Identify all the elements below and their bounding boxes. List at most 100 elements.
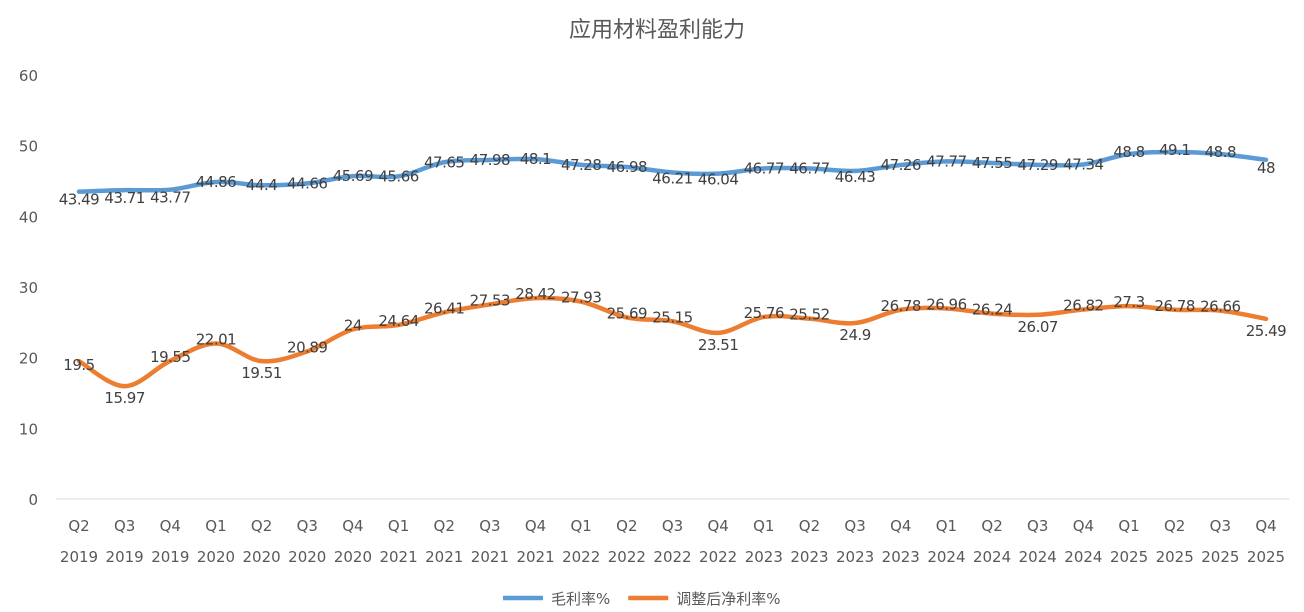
x-tick-quarter: Q2 <box>1164 517 1185 535</box>
data-labels: 43.49 43.71 43.77 44.86 44.4 44.66 45.69 45.66 4… <box>59 141 1287 407</box>
data-label: 15.97 <box>104 389 144 407</box>
x-tick-year: 2022 <box>608 548 646 566</box>
data-label: 25.69 <box>607 304 647 322</box>
data-label: 26.66 <box>1200 298 1240 316</box>
data-label: 47.29 <box>1018 156 1058 174</box>
legend-label: 毛利率% <box>551 590 610 608</box>
data-label: 19.55 <box>150 348 190 366</box>
data-label: 19.51 <box>241 364 281 382</box>
data-label: 27.93 <box>561 289 601 307</box>
x-tick-quarter: Q1 <box>936 517 957 535</box>
x-tick-quarter: Q4 <box>1073 517 1094 535</box>
data-label: 47.28 <box>561 156 601 174</box>
y-tick-label: 0 <box>28 491 38 509</box>
x-tick-year: 2020 <box>288 548 326 566</box>
x-tick-quarter: Q3 <box>114 517 135 535</box>
data-label: 24 <box>344 316 362 334</box>
x-tick-year: 2023 <box>836 548 874 566</box>
data-label: 46.98 <box>607 158 647 176</box>
x-tick-year: 2023 <box>882 548 920 566</box>
data-label: 27.53 <box>470 291 510 309</box>
x-tick-year: 2024 <box>1019 548 1057 566</box>
x-tick-quarter: Q3 <box>1027 517 1048 535</box>
data-label: 48.8 <box>1113 143 1144 161</box>
data-label: 25.52 <box>789 306 829 324</box>
x-tick-year: 2020 <box>334 548 372 566</box>
y-axis: 0 10 20 30 40 50 60 <box>19 67 38 509</box>
x-tick-quarter: Q2 <box>434 517 455 535</box>
series-line-0 <box>76 149 1269 194</box>
data-label: 47.77 <box>926 152 966 170</box>
x-tick-quarter: Q1 <box>571 517 592 535</box>
data-label: 26.07 <box>1018 318 1058 336</box>
x-tick-year: 2023 <box>745 548 783 566</box>
x-tick-quarter: Q4 <box>1255 517 1276 535</box>
y-tick-label: 60 <box>19 67 38 85</box>
data-label: 20.89 <box>287 338 327 356</box>
x-tick-year: 2023 <box>790 548 828 566</box>
x-tick-quarter: Q3 <box>662 517 683 535</box>
x-tick-year: 2021 <box>471 548 509 566</box>
data-label: 23.51 <box>698 336 738 354</box>
data-label: 24.9 <box>839 326 870 344</box>
x-tick-year: 2025 <box>1110 548 1148 566</box>
x-tick-year: 2024 <box>1064 548 1102 566</box>
data-label: 27.3 <box>1113 293 1144 311</box>
data-label: 48 <box>1257 159 1275 177</box>
data-label: 22.01 <box>196 330 236 348</box>
data-label: 26.41 <box>424 299 464 317</box>
x-tick-year: 2025 <box>1201 548 1239 566</box>
x-tick-quarter: Q3 <box>479 517 500 535</box>
x-tick-year: 2022 <box>653 548 691 566</box>
data-label: 26.78 <box>881 297 921 315</box>
data-label: 24.64 <box>378 312 418 330</box>
x-tick-year: 2019 <box>106 548 144 566</box>
x-tick-quarter: Q1 <box>1118 517 1139 535</box>
x-tick-quarter: Q2 <box>981 517 1002 535</box>
x-axis: Q2 2019 Q3 2019 Q4 2019 Q1 2020 Q2 2020 Q3 2020 Q4 20… <box>56 498 1289 566</box>
x-tick-year: 2022 <box>699 548 737 566</box>
x-tick-year: 2021 <box>425 548 463 566</box>
data-label: 48.1 <box>520 150 551 168</box>
y-tick-label: 30 <box>19 279 38 297</box>
x-tick-quarter: Q4 <box>342 517 363 535</box>
x-tick-quarter: Q2 <box>799 517 820 535</box>
x-tick-year: 2019 <box>151 548 189 566</box>
x-tick-year: 2024 <box>973 548 1011 566</box>
data-label: 48.8 <box>1205 143 1236 161</box>
data-label: 43.71 <box>104 189 144 207</box>
data-label: 46.77 <box>789 159 829 177</box>
data-label: 44.66 <box>287 174 327 192</box>
data-label: 26.24 <box>972 301 1012 319</box>
y-tick-label: 40 <box>19 208 38 226</box>
x-tick-year: 2024 <box>927 548 965 566</box>
x-tick-year: 2020 <box>243 548 281 566</box>
x-tick-quarter: Q3 <box>844 517 865 535</box>
legend: 毛利率% 调整后净利率% <box>503 590 781 608</box>
data-label: 26.96 <box>926 295 966 313</box>
x-tick-quarter: Q1 <box>753 517 774 535</box>
y-tick-label: 20 <box>19 350 38 368</box>
data-label: 43.77 <box>150 189 190 207</box>
data-label: 47.65 <box>424 153 464 171</box>
x-tick-quarter: Q1 <box>388 517 409 535</box>
data-label: 25.49 <box>1246 322 1286 340</box>
x-tick-quarter: Q3 <box>1210 517 1231 535</box>
x-tick-year: 2020 <box>197 548 235 566</box>
x-tick-quarter: Q4 <box>890 517 911 535</box>
data-label: 46.21 <box>652 169 692 187</box>
chart-title: 应用材料盈利能力 <box>569 18 745 43</box>
x-tick-quarter: Q3 <box>297 517 318 535</box>
data-label: 28.42 <box>515 285 555 303</box>
x-tick-quarter: Q1 <box>205 517 226 535</box>
x-tick-year: 2025 <box>1156 548 1194 566</box>
x-tick-year: 2021 <box>379 548 417 566</box>
y-tick-label: 50 <box>19 138 38 156</box>
x-tick-year: 2022 <box>562 548 600 566</box>
data-label: 46.77 <box>744 159 784 177</box>
data-label: 26.82 <box>1063 296 1103 314</box>
data-label: 47.98 <box>470 151 510 169</box>
x-tick-quarter: Q2 <box>251 517 272 535</box>
data-label: 45.69 <box>333 167 373 185</box>
data-label: 46.04 <box>698 171 738 189</box>
